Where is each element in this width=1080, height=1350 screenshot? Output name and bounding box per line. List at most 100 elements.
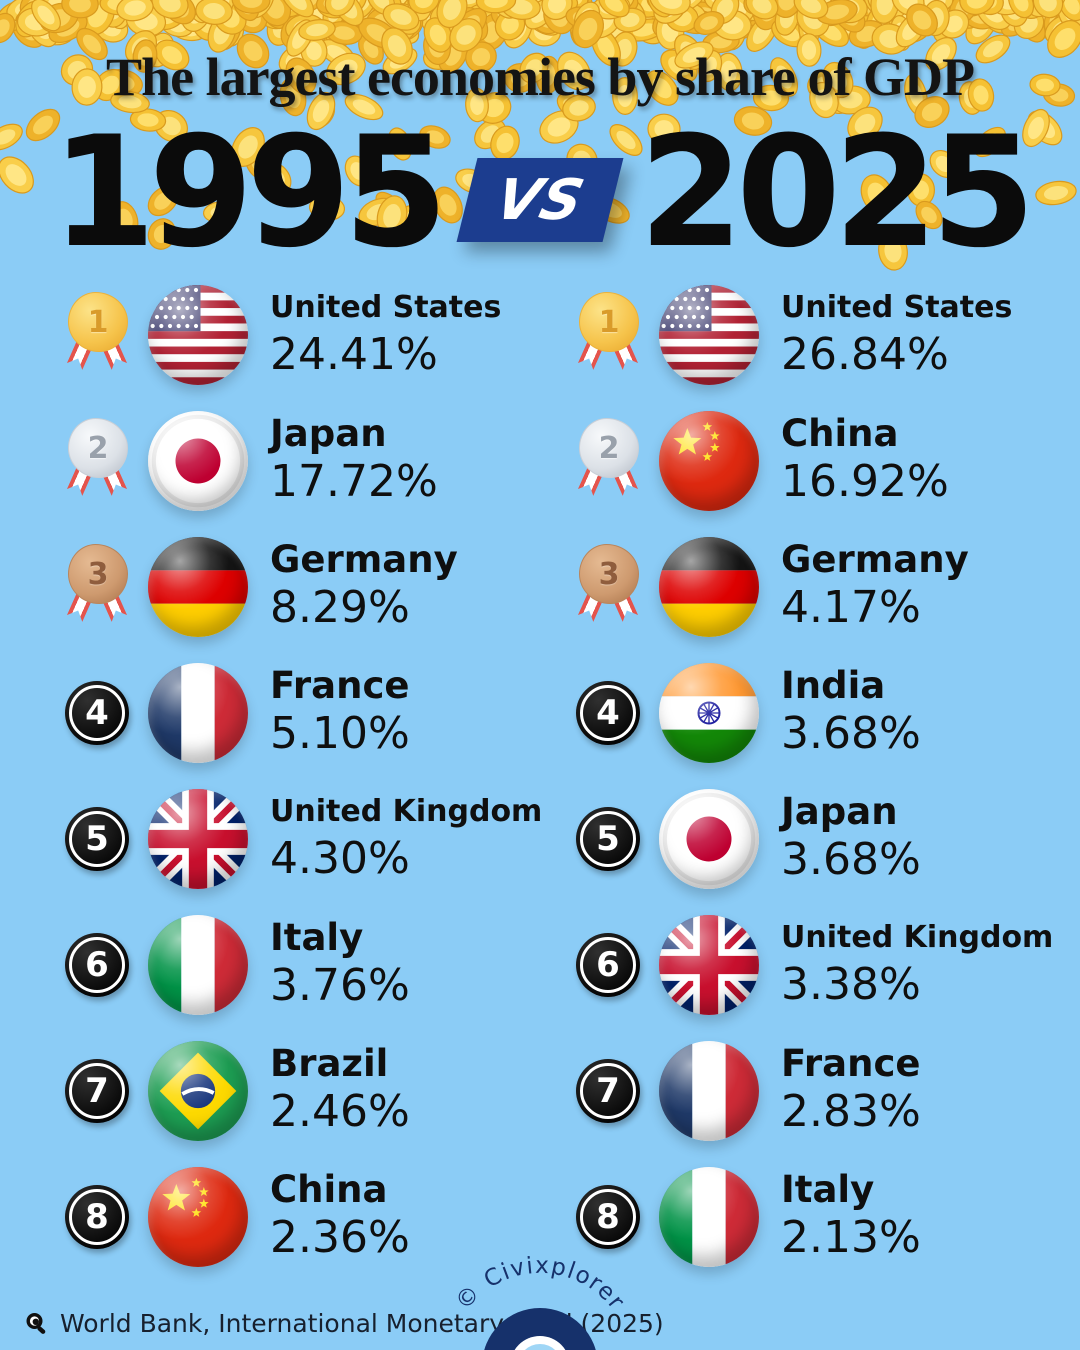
rank-cell: 4 xyxy=(569,681,647,745)
country-name: United Kingdom xyxy=(270,794,543,830)
country-info: France 2.83% xyxy=(781,1042,921,1139)
ranking-row: 7 Brazil 2.46% xyxy=(58,1028,569,1154)
rank-badge-icon: 4 xyxy=(65,681,129,745)
column-1995: 1 United States 24.41% 2 Japan 17.72% 3 Germany… xyxy=(58,272,569,1280)
country-name: France xyxy=(270,663,410,707)
rank-badge-icon: 5 xyxy=(65,807,129,871)
country-name: United States xyxy=(781,290,1013,326)
rank-badge-icon: 7 xyxy=(65,1059,129,1123)
ranking-row: 4 India 3.68% xyxy=(569,650,1080,776)
ranking-row: 5 Japan 3.68% xyxy=(569,776,1080,902)
year-right: 2025 xyxy=(639,104,1035,282)
flag-fr-icon xyxy=(659,1041,759,1141)
gdp-share-value: 8.29% xyxy=(270,582,410,634)
rank-badge-icon: 6 xyxy=(576,933,640,997)
brand-mark: © Civixplorer xyxy=(390,1200,690,1350)
country-info: Japan 17.72% xyxy=(270,411,438,509)
ranking-row: 8 China 2.36% xyxy=(58,1154,569,1280)
gdp-share-value: 3.68% xyxy=(781,834,921,886)
country-info: United States 24.41% xyxy=(270,288,501,382)
flag-jp-icon xyxy=(659,789,759,889)
country-name: United States xyxy=(270,290,502,326)
gdp-share-value: 16.92% xyxy=(781,456,949,508)
flag-it-icon xyxy=(148,915,248,1015)
country-name: Japan xyxy=(781,789,898,833)
ranking-row: 1 United States 26.84% xyxy=(569,272,1080,398)
ranking-row: 7 France 2.83% xyxy=(569,1028,1080,1154)
silver-medal-icon: 2 xyxy=(576,416,640,506)
rank-cell: 6 xyxy=(58,933,136,997)
flag-de-icon xyxy=(659,537,759,637)
ranking-row: 2 Japan 17.72% xyxy=(58,398,569,524)
nazar-eye-icon: © Civixplorer xyxy=(451,1253,630,1350)
vs-badge: VS xyxy=(456,158,624,242)
country-info: United States 26.84% xyxy=(781,288,1012,382)
country-info: United Kingdom 3.38% xyxy=(781,918,1053,1012)
svg-text:© Civixplorer: © Civixplorer xyxy=(451,1253,630,1316)
rank-cell: 8 xyxy=(58,1185,136,1249)
gold-medal-icon: 1 xyxy=(576,290,640,380)
flag-jp-icon xyxy=(148,411,248,511)
flag-fr-icon xyxy=(148,663,248,763)
gdp-share-value: 2.83% xyxy=(781,1086,921,1138)
ranking-row: 1 United States 24.41% xyxy=(58,272,569,398)
flag-in-icon xyxy=(659,663,759,763)
ranking-grid: 1 United States 24.41% 2 Japan 17.72% 3 Germany… xyxy=(58,272,1080,1280)
ranking-row: 5 United Kingdom 4.30% xyxy=(58,776,569,902)
country-name: Brazil xyxy=(270,1041,389,1085)
bronze-medal-icon: 3 xyxy=(576,542,640,632)
rank-cell: 3 xyxy=(569,542,647,632)
flag-us-icon xyxy=(148,285,248,385)
silver-medal-icon: 2 xyxy=(65,416,129,506)
flag-cn-icon xyxy=(659,411,759,511)
gdp-share-value: 2.36% xyxy=(270,1212,410,1264)
gdp-share-value: 3.76% xyxy=(270,960,410,1012)
country-name: Japan xyxy=(270,411,387,455)
gdp-share-value: 4.30% xyxy=(270,833,410,885)
rank-cell: 4 xyxy=(58,681,136,745)
flag-us-icon xyxy=(659,285,759,385)
country-name: India xyxy=(781,663,886,707)
country-info: Italy 2.13% xyxy=(781,1167,921,1265)
ranking-row: 6 Italy 3.76% xyxy=(58,902,569,1028)
years-row: 1995 VS 2025 xyxy=(0,104,1080,282)
rank-badge-icon: 8 xyxy=(65,1185,129,1249)
rank-badge-icon: 5 xyxy=(576,807,640,871)
flag-br-icon xyxy=(148,1041,248,1141)
rank-cell: 3 xyxy=(58,542,136,632)
vs-label: VS xyxy=(489,167,591,233)
country-info: Germany 8.29% xyxy=(270,537,458,635)
rank-cell: 1 xyxy=(58,290,136,380)
rank-cell: 6 xyxy=(569,933,647,997)
flag-de-icon xyxy=(148,537,248,637)
gdp-share-value: 17.72% xyxy=(270,456,438,508)
rank-badge-icon: 4 xyxy=(576,681,640,745)
gdp-share-value: 26.84% xyxy=(781,329,949,381)
country-info: Brazil 2.46% xyxy=(270,1041,410,1139)
country-info: China 2.36% xyxy=(270,1167,410,1265)
column-2025: 1 United States 26.84% 2 China 16.92% 3 German… xyxy=(569,272,1080,1280)
country-name: Italy xyxy=(781,1167,875,1211)
gdp-share-value: 3.38% xyxy=(781,959,921,1011)
flag-gb-icon xyxy=(148,789,248,889)
country-info: Japan 3.68% xyxy=(781,789,921,887)
gdp-share-value: 4.17% xyxy=(781,582,921,634)
country-name: Germany xyxy=(781,537,969,581)
ranking-row: 2 China 16.92% xyxy=(569,398,1080,524)
rank-cell: 5 xyxy=(58,807,136,871)
country-name: China xyxy=(781,411,899,455)
country-info: United Kingdom 4.30% xyxy=(270,792,542,886)
country-info: Italy 3.76% xyxy=(270,916,410,1013)
page-title: The largest economies by share of GDP xyxy=(106,47,975,107)
magnifier-icon xyxy=(26,1312,46,1334)
country-name: China xyxy=(270,1167,388,1211)
country-name: Germany xyxy=(270,537,458,581)
rank-badge-icon: 6 xyxy=(65,933,129,997)
rank-badge-icon: 7 xyxy=(576,1059,640,1123)
gold-medal-icon: 1 xyxy=(65,290,129,380)
gdp-share-value: 24.41% xyxy=(270,329,438,381)
ranking-row: 4 France 5.10% xyxy=(58,650,569,776)
gdp-share-value: 2.13% xyxy=(781,1212,921,1264)
rank-badge-icon: 8 xyxy=(576,1185,640,1249)
